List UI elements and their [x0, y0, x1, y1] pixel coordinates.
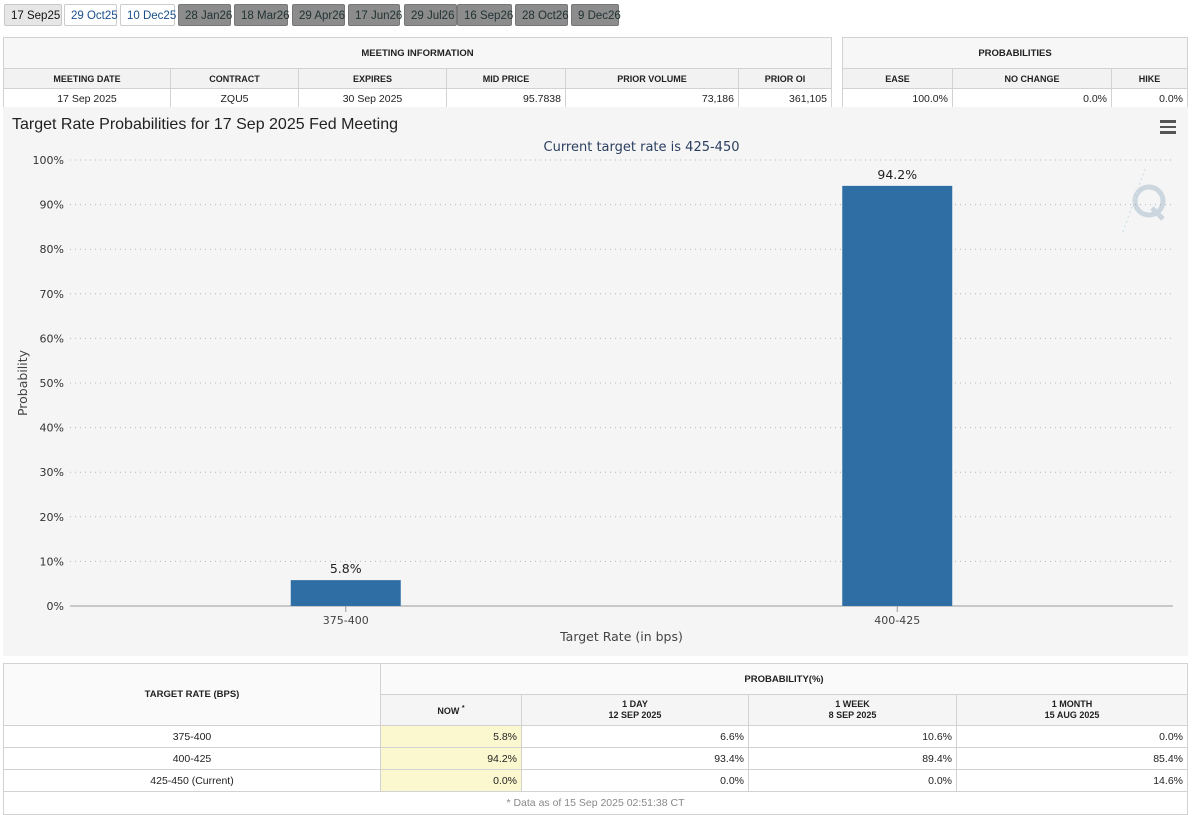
day-cell: 6.6% — [521, 725, 749, 748]
x-axis-title: Target Rate (in bps) — [559, 629, 683, 644]
probability-header: PROBABILITY(%) — [380, 663, 1188, 695]
y-tick-label: 0% — [47, 600, 64, 613]
y-axis-title: Probability — [15, 349, 30, 416]
tab-17-jun26[interactable]: 17 Jun26 — [348, 4, 402, 26]
tab-29-jul26[interactable]: 29 Jul26 — [404, 4, 457, 26]
one-week-label: 1 WEEK — [835, 699, 870, 709]
meeting-information-table: MEETING INFORMATION MEETING DATE CONTRAC… — [3, 37, 832, 110]
month-cell: 0.0% — [956, 725, 1188, 748]
week-cell: 89.4% — [748, 747, 957, 770]
y-tick-label: 50% — [40, 377, 64, 390]
table-row: 425-450 (Current) 0.0% 0.0% 0.0% 14.6% — [3, 769, 1188, 792]
tab-29-apr26[interactable]: 29 Apr26 — [292, 4, 345, 26]
y-tick-label: 100% — [33, 154, 64, 167]
week-cell: 10.6% — [748, 725, 957, 748]
one-day-header: 1 DAY 12 SEP 2025 — [521, 694, 749, 726]
tab-16-sep26[interactable]: 16 Sep26 — [457, 4, 513, 26]
y-tick-label: 30% — [40, 466, 64, 479]
tab-17-sep25[interactable]: 17 Sep25 — [4, 4, 62, 26]
month-cell: 14.6% — [956, 769, 1188, 792]
probabilities-title: PROBABILITIES — [842, 37, 1188, 69]
tab-28-oct26[interactable]: 28 Oct26 — [515, 4, 569, 26]
target-rate-header: TARGET RATE (BPS) — [3, 663, 381, 726]
one-week-header: 1 WEEK 8 SEP 2025 — [748, 694, 957, 726]
bar-375-400 — [290, 580, 401, 606]
no-change-header: NO CHANGE — [952, 68, 1112, 89]
y-tick-label: 60% — [40, 332, 64, 345]
one-day-date: 12 SEP 2025 — [608, 710, 662, 720]
one-month-date: 15 AUG 2025 — [1044, 710, 1100, 720]
data-timestamp-footnote: * Data as of 15 Sep 2025 02:51:38 CT — [3, 791, 1188, 815]
day-cell: 93.4% — [521, 747, 749, 770]
bar-400-425 — [842, 185, 953, 607]
prior-oi-header: PRIOR OI — [738, 68, 832, 89]
y-tick-label: 40% — [40, 422, 64, 435]
chart-panel: Current target rate is 425-450 0% 10% 20% 30… — [3, 107, 1188, 656]
probabilities-table: PROBABILITIES EASE NO CHANGE HIKE 100.0%… — [842, 37, 1188, 110]
mid-price-value: 95.7838 — [446, 88, 566, 110]
tab-28-jan26[interactable]: 28 Jan26 — [178, 4, 232, 26]
one-month-header: 1 MONTH 15 AUG 2025 — [956, 694, 1188, 726]
y-tick-label: 20% — [40, 511, 64, 524]
now-header: NOW * — [380, 694, 522, 726]
meeting-date-header: MEETING DATE — [3, 68, 171, 89]
q-watermark-logo — [1122, 168, 1166, 233]
now-label: NOW — [437, 706, 460, 716]
month-cell: 85.4% — [956, 747, 1188, 770]
week-cell: 0.0% — [748, 769, 957, 792]
one-day-label: 1 DAY — [622, 699, 648, 709]
now-footnote-mark: * — [461, 705, 465, 712]
chart-title: Target Rate Probabilities for 17 Sep 202… — [12, 116, 399, 133]
one-month-label: 1 MONTH — [1051, 699, 1093, 709]
prior-volume-header: PRIOR VOLUME — [565, 68, 739, 89]
table-row: 400-425 94.2% 93.4% 89.4% 85.4% — [3, 747, 1188, 770]
tab-9-dec26[interactable]: 9 Dec26 — [571, 4, 621, 26]
mid-price-header: MID PRICE — [446, 68, 566, 89]
x-tick-label: 375-400 — [323, 614, 369, 627]
tab-18-mar26[interactable]: 18 Mar26 — [234, 4, 290, 26]
target-rate-table: TARGET RATE (BPS) PROBABILITY(%) NOW * 1… — [3, 663, 1188, 815]
prior-oi-value: 361,105 — [738, 88, 832, 110]
x-tick-label: 400-425 — [874, 614, 920, 627]
rate-cell: 425-450 (Current) — [3, 769, 381, 792]
meeting-information-title: MEETING INFORMATION — [3, 37, 832, 69]
y-tick-label: 80% — [40, 243, 64, 256]
tab-29-oct25[interactable]: 29 Oct25 — [64, 4, 118, 26]
probability-chart: Current target rate is 425-450 0% 10% 20% 30… — [15, 140, 1173, 644]
meeting-date-value: 17 Sep 2025 — [3, 88, 171, 110]
data-label: 5.8% — [330, 561, 362, 576]
now-cell: 94.2% — [380, 747, 522, 770]
ease-header: EASE — [842, 68, 953, 89]
y-tick-label: 10% — [40, 555, 64, 568]
y-tick-label: 70% — [40, 288, 64, 301]
rate-cell: 400-425 — [3, 747, 381, 770]
one-week-date: 8 SEP 2025 — [828, 710, 877, 720]
y-tick-label: 90% — [40, 199, 64, 212]
tab-10-dec25[interactable]: 10 Dec25 — [120, 4, 176, 26]
chart-menu-icon[interactable] — [1160, 120, 1176, 134]
table-row: 375-400 5.8% 6.6% 10.6% 0.0% — [3, 725, 1188, 748]
expires-header: EXPIRES — [298, 68, 447, 89]
now-cell: 0.0% — [380, 769, 522, 792]
contract-header: CONTRACT — [170, 68, 299, 89]
data-label: 94.2% — [877, 167, 917, 182]
hike-header: HIKE — [1111, 68, 1188, 89]
day-cell: 0.0% — [521, 769, 749, 792]
expires-value: 30 Sep 2025 — [298, 88, 447, 110]
now-cell: 5.8% — [380, 725, 522, 748]
chart-subtitle: Current target rate is 425-450 — [544, 140, 740, 155]
rate-cell: 375-400 — [3, 725, 381, 748]
